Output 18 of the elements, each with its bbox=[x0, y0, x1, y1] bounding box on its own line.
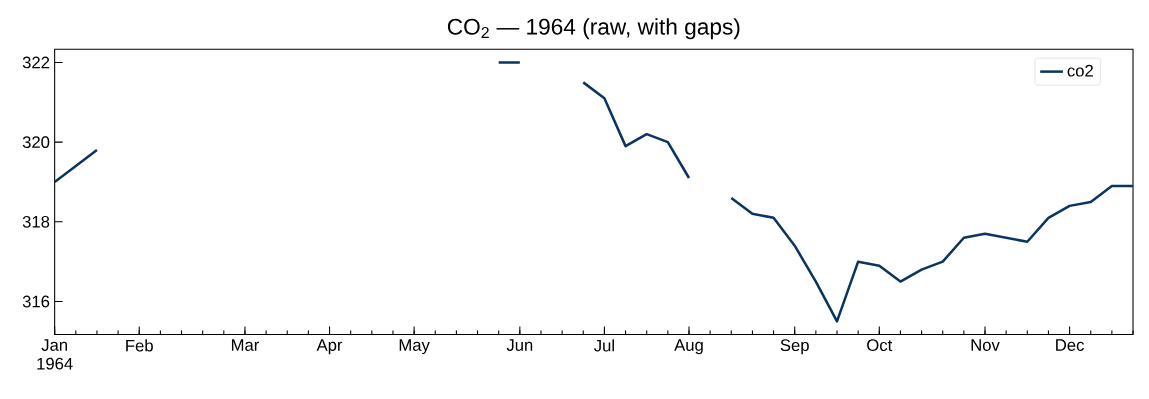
x-tick-label: Apr bbox=[316, 339, 343, 355]
x-tick-label: Aug bbox=[674, 339, 703, 355]
x-tick-label: Oct bbox=[867, 339, 893, 352]
x-tick-label: Jun bbox=[506, 339, 533, 352]
chart-title: CO$_{2}$ — 1964 (raw, with gaps) bbox=[447, 18, 740, 40]
y-tick-label: 316 bbox=[22, 295, 50, 308]
legend-label: co2 bbox=[1067, 65, 1093, 77]
y-tick-label: 322 bbox=[22, 56, 50, 69]
y-tick-label: 320 bbox=[22, 136, 50, 149]
x-tick-label: Feb bbox=[126, 339, 153, 352]
x-tick-label: Sep bbox=[780, 339, 809, 355]
y-tick-label: 318 bbox=[22, 216, 50, 228]
x-tick-label: Nov bbox=[971, 339, 1000, 352]
x-tick-label: Jan 1964 bbox=[37, 339, 73, 370]
x-tick-label: Dec bbox=[1056, 339, 1084, 352]
x-tick-label: Jul bbox=[594, 339, 614, 352]
x-tick-label: May bbox=[399, 339, 430, 355]
x-tick-label: Mar bbox=[231, 339, 260, 352]
